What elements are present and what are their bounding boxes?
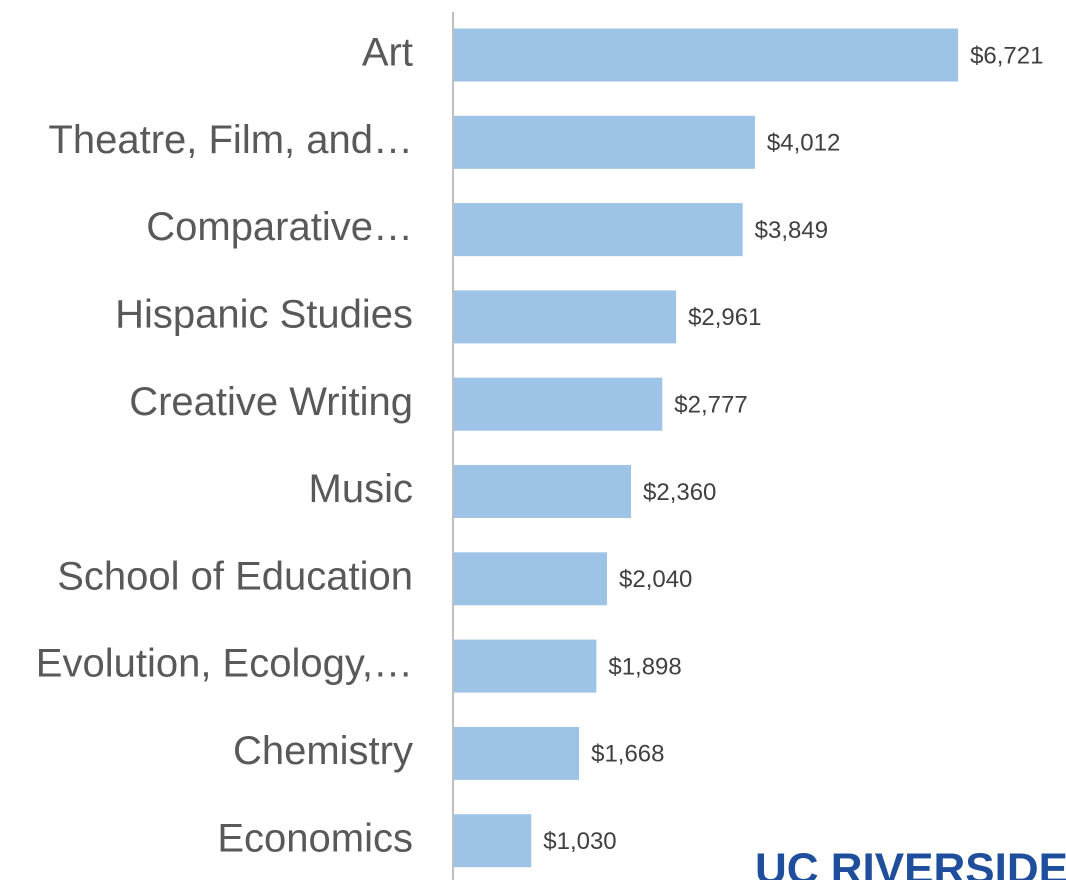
value-label: $2,777 <box>674 392 747 419</box>
category-label: Comparative… <box>146 205 413 249</box>
value-label: $1,030 <box>543 828 616 855</box>
value-label: $2,961 <box>688 304 761 331</box>
bar <box>454 552 607 606</box>
bar <box>454 115 755 169</box>
bar <box>454 726 580 780</box>
category-label: Music <box>309 467 413 511</box>
category-label: Art <box>362 31 413 75</box>
bar <box>454 377 663 431</box>
bar <box>454 639 597 693</box>
category-label: Creative Writing <box>129 380 413 424</box>
category-label: Hispanic Studies <box>115 292 413 336</box>
logo: UC RIVERSIDE <box>755 845 1066 880</box>
category-label: Economics <box>217 816 413 860</box>
value-label: $4,012 <box>767 130 840 157</box>
bar <box>454 465 631 518</box>
value-label: $2,040 <box>619 566 692 593</box>
value-label: $2,360 <box>643 479 716 506</box>
value-label: $1,898 <box>608 653 681 680</box>
value-label: $3,849 <box>755 217 828 244</box>
category-label: Chemistry <box>233 729 413 773</box>
bar <box>454 203 743 257</box>
bar <box>454 28 959 82</box>
category-label: Theatre, Film, and… <box>48 118 413 162</box>
category-label: Evolution, Ecology,… <box>36 642 413 686</box>
bar <box>454 814 532 868</box>
category-label: School of Education <box>57 554 413 598</box>
bar <box>454 290 677 344</box>
value-label: $1,668 <box>591 741 664 768</box>
value-label: $6,721 <box>970 42 1043 69</box>
